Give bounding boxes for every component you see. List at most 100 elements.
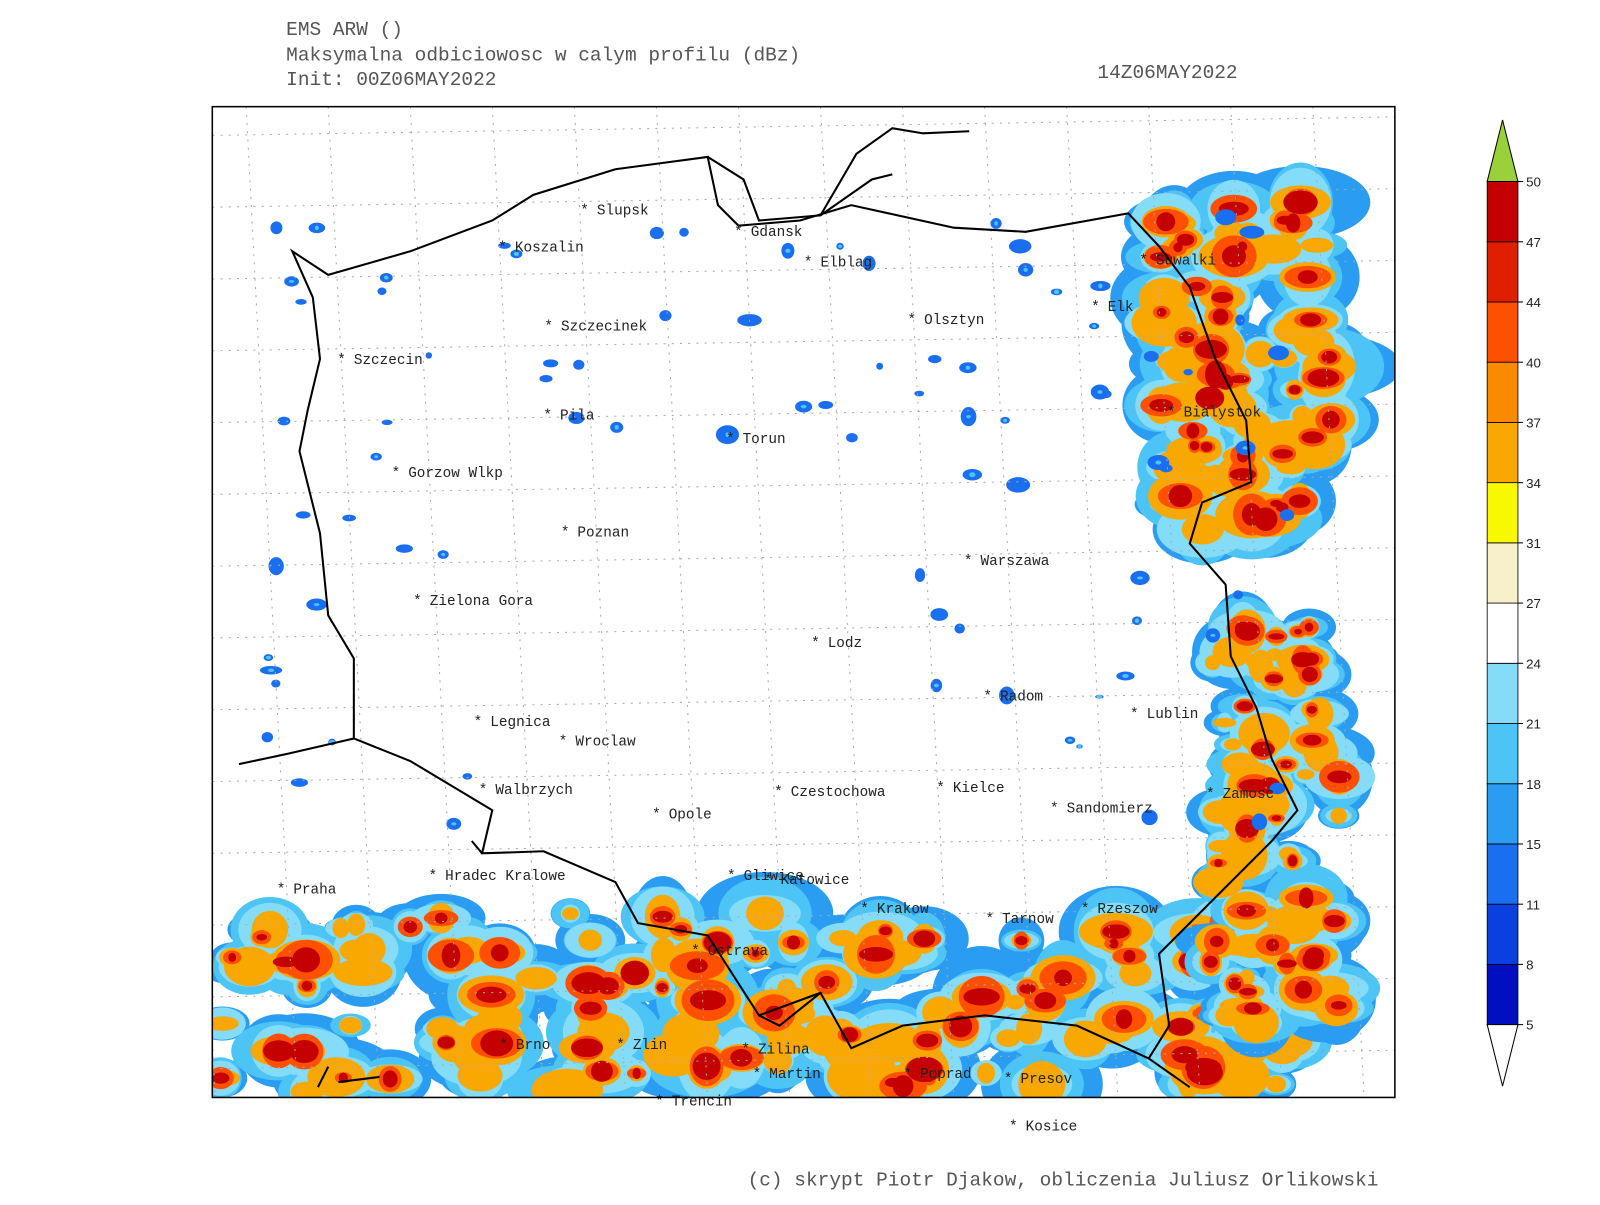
echo — [949, 1015, 973, 1038]
city-marker: * — [753, 1067, 762, 1083]
echo — [515, 967, 557, 990]
echo — [1115, 1009, 1133, 1029]
echo — [751, 949, 760, 958]
echo — [1234, 621, 1251, 635]
echo — [332, 918, 350, 938]
echo — [1322, 410, 1340, 429]
city-label: Gdansk — [751, 225, 803, 241]
echo — [441, 943, 461, 968]
city-marker: * — [734, 225, 743, 241]
city-marker: * — [1081, 902, 1090, 918]
echo — [568, 411, 585, 425]
echo — [571, 972, 606, 995]
colorbar-tick-label: 50 — [1526, 175, 1541, 190]
echo — [976, 1062, 995, 1084]
echo — [1245, 340, 1275, 368]
city-label: Martin — [769, 1067, 821, 1083]
echo — [1203, 955, 1218, 968]
city-label: Bialystok — [1184, 405, 1261, 421]
echo — [1053, 289, 1060, 295]
city-label: Warszawa — [981, 554, 1050, 570]
echo — [1211, 291, 1234, 303]
echo — [381, 419, 393, 425]
city-marker: * — [561, 525, 570, 541]
echo — [846, 433, 858, 443]
echo — [838, 244, 842, 249]
echo — [1276, 215, 1294, 225]
parallel — [212, 547, 1395, 567]
echo — [829, 930, 857, 947]
echo — [994, 221, 998, 226]
parallel — [212, 762, 1395, 783]
echo — [498, 242, 511, 249]
city-marker: * — [764, 873, 773, 889]
echo — [1300, 313, 1322, 327]
echo — [1119, 960, 1152, 987]
echo — [862, 255, 876, 271]
echo — [1266, 1075, 1287, 1093]
echo — [1215, 209, 1237, 226]
colorbar-bin — [1486, 181, 1519, 243]
meridian — [409, 106, 463, 1098]
parallel — [212, 331, 1395, 352]
echo — [339, 939, 374, 962]
city-marker: * — [413, 594, 422, 610]
city-label: Wroclaw — [575, 735, 636, 751]
colorbar-bin — [1486, 843, 1519, 905]
city-marker: * — [559, 735, 568, 751]
echo — [272, 956, 299, 968]
echo — [288, 279, 295, 283]
echo — [277, 416, 291, 426]
echo — [1168, 1017, 1194, 1036]
city-marker: * — [580, 203, 589, 219]
meridian — [737, 106, 791, 1098]
echo — [1239, 225, 1265, 239]
echo — [1019, 983, 1036, 994]
city-marker: * — [804, 256, 813, 272]
echo — [785, 248, 791, 253]
echo — [292, 947, 321, 973]
city-label: Torun — [743, 432, 786, 448]
echo — [652, 910, 673, 923]
echo — [933, 683, 939, 688]
colorbar-tick-label: 21 — [1526, 717, 1541, 732]
echo — [632, 1067, 641, 1080]
meridian — [1312, 106, 1365, 1098]
city-marker: * — [474, 715, 483, 731]
echo — [270, 221, 283, 235]
city-label: Zielona Gora — [430, 594, 534, 610]
city-label: Trencin — [672, 1095, 732, 1111]
echo — [1221, 752, 1259, 777]
credit: (c) skrypt Piotr Djakow, obliczenia Juli… — [748, 1170, 1379, 1192]
echo — [1321, 350, 1338, 364]
echo — [1268, 345, 1289, 361]
echo — [1237, 241, 1248, 252]
city-marker: * — [544, 319, 553, 335]
colorbar-tick-label: 27 — [1526, 596, 1541, 611]
echo — [800, 404, 807, 409]
city-marker: * — [741, 1042, 750, 1058]
echo — [1212, 717, 1237, 728]
echo — [659, 310, 672, 322]
city-label: Sandomierz — [1067, 801, 1153, 817]
colorbar-bin — [1486, 361, 1519, 423]
echo — [1136, 576, 1144, 580]
echo — [1233, 590, 1244, 600]
colorbar-tick-label: 37 — [1526, 416, 1541, 431]
city-marker: * — [860, 902, 869, 918]
echo — [1297, 270, 1318, 284]
echo — [954, 623, 965, 634]
echo — [261, 732, 274, 743]
echo — [1168, 484, 1193, 508]
echo — [1176, 233, 1195, 246]
city-marker: * — [616, 1038, 625, 1054]
echo — [656, 983, 668, 993]
echo — [1269, 782, 1286, 795]
parallel — [212, 260, 1395, 280]
echo — [441, 552, 446, 557]
parallel — [212, 618, 1395, 639]
echo — [730, 1049, 753, 1067]
colorbar-tick-label: 24 — [1526, 656, 1541, 671]
meridian — [1066, 106, 1119, 1098]
echo — [679, 227, 689, 237]
